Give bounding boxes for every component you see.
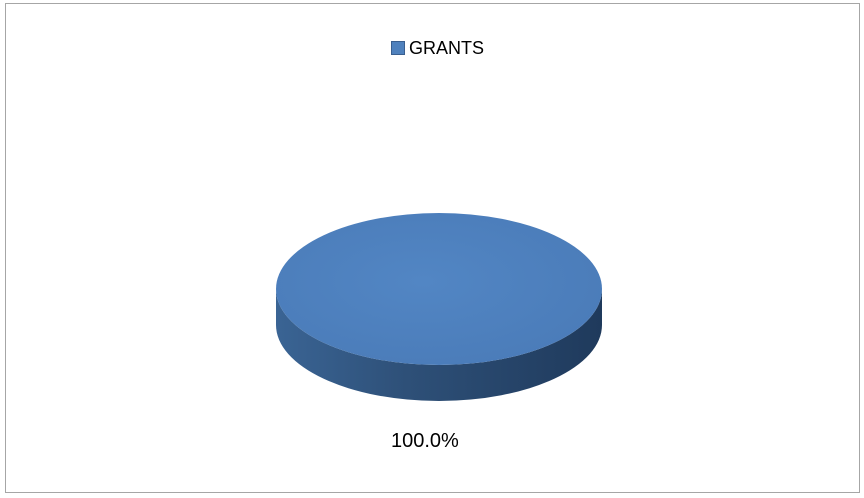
pie-chart <box>276 213 602 401</box>
chart-area: GRANTS 100.0% <box>5 3 860 493</box>
legend: GRANTS <box>391 38 484 58</box>
legend-label-grants: GRANTS <box>409 38 485 58</box>
pie-slice-grants-side <box>276 289 602 401</box>
legend-swatch-grants <box>391 41 405 55</box>
pie-slice-grants <box>276 213 602 365</box>
data-label-grants: 100.0% <box>391 430 459 452</box>
